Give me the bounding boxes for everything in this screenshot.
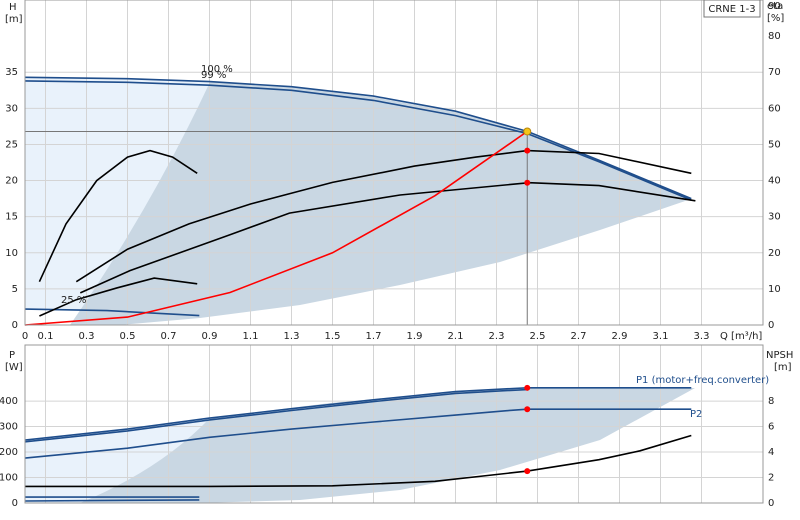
curve [79, 181, 696, 294]
y2-tick-label: 0 [768, 498, 774, 509]
y-tick-label: 300 [0, 422, 18, 433]
y-tick-label: 35 [5, 67, 18, 78]
y-tick-label: 0 [12, 320, 18, 331]
y-tick-label: 25 [5, 139, 18, 150]
plot-frame [24, 0, 764, 326]
range-shade [70, 82, 691, 325]
x-tick-label: 2.1 [448, 331, 464, 342]
y2-axis-label: NPSH [766, 350, 793, 361]
curve [24, 130, 528, 326]
x-tick-label: 1.9 [407, 331, 423, 342]
plot-frame [24, 344, 764, 504]
y2-tick-label: 2 [768, 473, 774, 484]
y2-tick-label: 60 [768, 103, 781, 114]
y2-tick-label: 20 [768, 248, 781, 259]
curve [24, 387, 692, 441]
series-label: P2 [690, 409, 702, 420]
x-tick-label: 1.3 [284, 331, 300, 342]
y2-tick-label: 50 [768, 139, 781, 150]
x-tick-label: 2.9 [612, 331, 628, 342]
y2-tick-label: 10 [768, 284, 781, 295]
y-tick-label: 200 [0, 447, 18, 458]
y-tick-label: 5 [12, 284, 18, 295]
curve [39, 277, 198, 317]
y2-axis-label: eta [767, 1, 783, 12]
point-marker [524, 468, 531, 475]
y-tick-label: 15 [5, 212, 18, 223]
x-tick-label: 1.5 [325, 331, 341, 342]
x-tick-label: 0.3 [79, 331, 95, 342]
x-tick-label: 3.1 [653, 331, 669, 342]
x-tick-label: 2.3 [489, 331, 505, 342]
point-marker [524, 384, 531, 391]
series-label: P1 (motor+freq.converter) [636, 375, 769, 386]
x-tick-label: 0.5 [120, 331, 136, 342]
curve-label: 99 % [201, 70, 226, 81]
y-tick-label: 10 [5, 248, 18, 259]
x-tick-label: 2.7 [571, 331, 587, 342]
point-marker [524, 179, 531, 186]
x-tick-label: 2.5 [530, 331, 546, 342]
y2-tick-label: 90 [768, 1, 781, 12]
y2-axis-unit: [%] [767, 13, 784, 24]
x-tick-label: 3.3 [694, 331, 710, 342]
x-tick-label: 0.7 [161, 331, 177, 342]
curve-label: 25 % [61, 295, 86, 306]
y2-tick-label: 40 [768, 176, 781, 187]
y-tick-label: 20 [5, 176, 18, 187]
point-marker [524, 147, 531, 154]
curve-label: 100 % [201, 64, 233, 75]
y-axis-unit: [m] [5, 14, 23, 25]
x-tick-label: 0.1 [38, 331, 54, 342]
curve [24, 499, 200, 502]
y-axis-unit: [W] [5, 362, 23, 373]
x-tick-label: 1.7 [366, 331, 382, 342]
y-axis-label: P [9, 350, 15, 361]
y2-tick-label: 4 [768, 447, 774, 458]
x-tick-label: 1.1 [243, 331, 259, 342]
y2-axis-unit: [m] [774, 362, 792, 373]
model-label: CRNE 1-3 [708, 4, 755, 15]
y2-tick-label: 6 [768, 422, 774, 433]
curve [75, 149, 692, 283]
y2-tick-label: 8 [768, 396, 774, 407]
point-marker [524, 406, 531, 413]
curve [38, 149, 198, 283]
y-tick-label: 400 [0, 396, 18, 407]
y2-tick-label: 0 [768, 320, 774, 331]
y2-tick-label: 70 [768, 67, 781, 78]
y-tick-label: 30 [5, 103, 18, 114]
duty-point [523, 127, 532, 136]
y2-tick-label: 30 [768, 212, 781, 223]
x-axis-label: Q [m³/h] [720, 331, 762, 342]
y-axis-label: H [9, 2, 17, 13]
model-box [703, 0, 761, 18]
curve [25, 434, 692, 488]
curve [24, 76, 692, 200]
y-tick-label: 0 [12, 498, 18, 509]
x-tick-label: 0.9 [202, 331, 218, 342]
y-tick-label: 100 [0, 473, 18, 484]
y2-tick-label: 80 [768, 31, 781, 42]
curve [24, 388, 528, 443]
x-tick-label: 0 [22, 331, 28, 342]
curve [24, 408, 692, 459]
